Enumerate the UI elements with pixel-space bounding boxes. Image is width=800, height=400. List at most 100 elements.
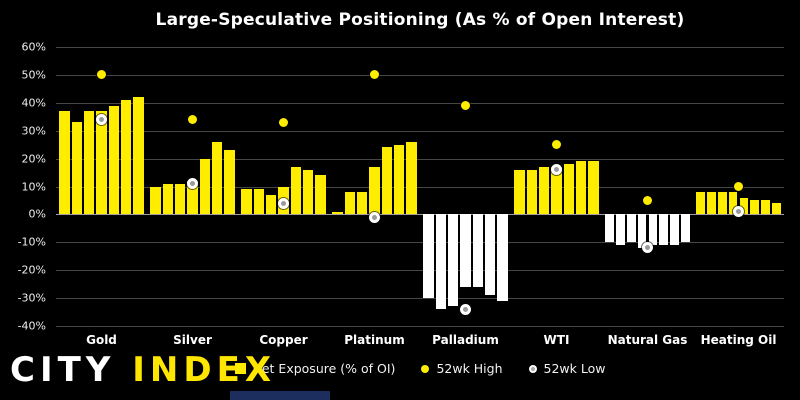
- gridline: [56, 158, 784, 160]
- y-tick-label: -40%: [17, 319, 46, 333]
- y-tick-label: 30%: [21, 124, 46, 138]
- low-marker: [187, 178, 198, 190]
- net-exposure-bar: [728, 192, 738, 215]
- net-exposure-bar: [538, 167, 550, 215]
- brand-city: CITY: [10, 350, 116, 390]
- net-exposure-bar: [472, 214, 484, 287]
- net-exposure-bar: [394, 144, 405, 215]
- net-exposure-bar: [265, 194, 277, 215]
- net-exposure-bar: [108, 105, 120, 215]
- plot-area: [56, 47, 784, 327]
- y-tick-label: -20%: [17, 263, 46, 277]
- category-label: Gold: [86, 333, 117, 347]
- net-exposure-bar: [315, 175, 326, 215]
- net-exposure-bar: [121, 100, 132, 215]
- category-label: Platinum: [344, 333, 405, 347]
- net-exposure-bar: [551, 167, 562, 215]
- category-label: Natural Gas: [607, 333, 688, 347]
- gridline: [56, 326, 784, 327]
- x-axis-labels: Gold Silver Copper Platinum Palladium WTI Natu…: [56, 333, 784, 349]
- brand-accent-bar: [230, 391, 330, 400]
- high-marker: [370, 70, 379, 80]
- category-label: Copper: [259, 333, 308, 347]
- net-exposure-bar: [696, 192, 705, 215]
- net-exposure-bar: [717, 192, 727, 215]
- net-exposure-bar: [96, 111, 107, 215]
- category-label: Silver: [173, 333, 212, 347]
- net-exposure-bar: [199, 158, 211, 215]
- legend-52wk-low-label: 52wk Low: [543, 361, 606, 376]
- net-exposure-bar: [71, 122, 82, 215]
- net-exposure-bar: [447, 214, 459, 307]
- low-marker: [460, 303, 471, 315]
- net-exposure-bar: [174, 183, 186, 215]
- category-label: WTI: [543, 333, 570, 347]
- high-dot-icon: [421, 364, 430, 373]
- net-exposure-bar: [670, 214, 679, 246]
- gridline: [56, 298, 784, 300]
- high-marker: [188, 115, 197, 124]
- net-exposure-bar: [761, 200, 770, 215]
- net-exposure-bar: [162, 183, 173, 215]
- gridline: [56, 47, 784, 48]
- low-marker: [642, 242, 653, 254]
- gridline: [56, 186, 784, 188]
- net-exposure-bar: [344, 192, 355, 215]
- net-exposure-bar: [187, 180, 198, 215]
- net-exposure-bar: [356, 192, 368, 215]
- net-exposure-bar: [241, 189, 252, 215]
- low-marker: [96, 114, 107, 125]
- net-exposure-bar: [133, 97, 144, 215]
- y-tick-label: 10%: [21, 180, 46, 193]
- y-tick-label: 60%: [21, 40, 46, 54]
- low-marker: [733, 206, 744, 218]
- net-exposure-bar: [212, 141, 223, 215]
- y-axis: 60% 50% 40% 30% 20% 10% 0% -10% -20% -30% -40%: [0, 41, 50, 333]
- net-exposure-bar: [588, 161, 599, 215]
- y-tick-label: -10%: [17, 235, 46, 249]
- net-exposure-bar: [303, 169, 314, 215]
- y-tick-label: 20%: [21, 152, 46, 166]
- high-marker: [552, 140, 561, 150]
- high-marker: [734, 182, 743, 191]
- net-exposure-bar: [423, 214, 434, 299]
- net-exposure-bar: [616, 214, 625, 246]
- net-exposure-bar: [435, 214, 446, 310]
- gridline: [56, 74, 784, 76]
- net-exposure-bar: [576, 161, 587, 215]
- low-marker: [369, 211, 380, 223]
- y-tick-label: 0%: [28, 207, 46, 221]
- legend-item-52wk-low: 52wk Low: [528, 361, 606, 376]
- legend-52wk-high-label: 52wk High: [436, 361, 503, 376]
- net-exposure-bar: [772, 203, 781, 215]
- low-marker: [278, 197, 289, 209]
- legend-item-net-exposure: Net Exposure (% of OI): [234, 361, 395, 376]
- brand-logo: CITY INDEX: [10, 350, 276, 390]
- net-exposure-bar: [681, 214, 690, 243]
- y-tick-label: 50%: [21, 68, 46, 82]
- high-marker: [461, 101, 470, 111]
- category-label: Palladium: [432, 333, 499, 347]
- net-exposure-bar: [150, 186, 161, 215]
- net-exposure-bar: [406, 141, 417, 215]
- net-exposure-bar: [526, 169, 537, 215]
- high-marker: [643, 195, 652, 205]
- net-exposure-bar: [485, 214, 496, 296]
- zero-line: [56, 214, 784, 216]
- net-exposure-bar: [739, 197, 749, 215]
- category-label: Heating Oil: [700, 333, 777, 347]
- net-exposure-bar: [381, 147, 393, 215]
- high-marker: [97, 70, 106, 80]
- net-exposure-bar: [563, 164, 575, 215]
- net-exposure-bar: [514, 169, 525, 215]
- net-exposure-bar: [83, 111, 95, 215]
- y-tick-label: -30%: [17, 291, 46, 305]
- net-exposure-bar: [460, 214, 471, 287]
- legend-item-52wk-high: 52wk High: [421, 361, 503, 376]
- net-exposure-bar: [290, 167, 302, 215]
- gridline: [56, 130, 784, 132]
- net-exposure-bar: [369, 167, 380, 215]
- net-exposure-bar: [253, 189, 264, 215]
- net-exposure-bar: [707, 192, 716, 215]
